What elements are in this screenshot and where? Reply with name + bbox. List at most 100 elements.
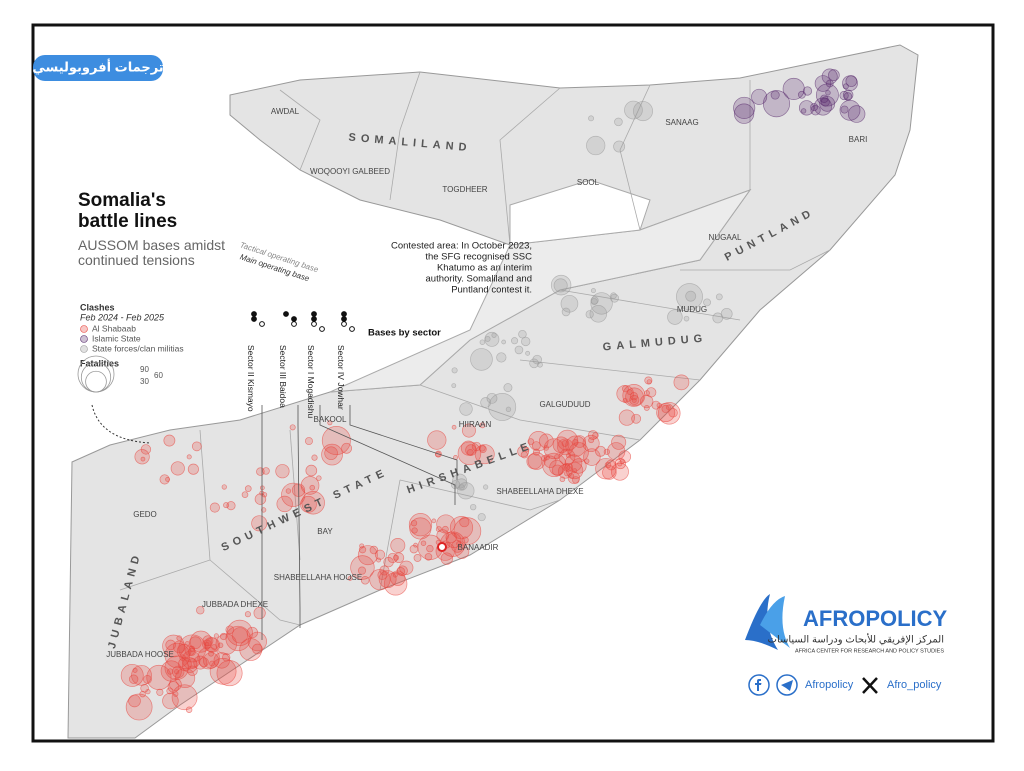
tag: ترجمات أفروبوليسي bbox=[32, 58, 163, 74]
region-label: HIIRAAN bbox=[459, 420, 492, 429]
clash-circle bbox=[188, 636, 202, 650]
clash-circle bbox=[427, 430, 447, 450]
base-dot bbox=[311, 321, 317, 327]
clash-circle bbox=[193, 655, 208, 670]
clash-circle bbox=[813, 97, 832, 116]
clash-circle bbox=[175, 667, 196, 689]
clash-circle bbox=[667, 309, 683, 325]
clash-circle bbox=[466, 448, 474, 456]
clash-circle bbox=[309, 484, 316, 491]
clash-circle bbox=[558, 448, 576, 466]
admin-borders bbox=[119, 71, 831, 626]
clash-circle bbox=[585, 310, 594, 319]
ethiopia-border-area bbox=[329, 188, 752, 393]
handle-facebook[interactable]: Afropolicy bbox=[805, 679, 854, 691]
title: Somalia's battle lines bbox=[78, 190, 178, 232]
tag-badge bbox=[33, 55, 163, 81]
logo: AFROPOLICY المركز الإفريقي للأبحاث ودراس… bbox=[745, 594, 948, 696]
region-label: SHABEELLAHA HOOSE bbox=[274, 573, 362, 582]
clash-circle bbox=[379, 565, 390, 576]
clash-circle bbox=[436, 529, 449, 542]
facebook-icon[interactable] bbox=[748, 674, 770, 696]
sector-label: Sector II Kismayo bbox=[246, 345, 256, 412]
clash-circle bbox=[251, 515, 268, 532]
x-icon[interactable] bbox=[862, 677, 878, 694]
clash-circle bbox=[125, 693, 153, 721]
clash-circle bbox=[457, 441, 482, 466]
handle-x[interactable]: Afro_policy bbox=[887, 679, 942, 691]
clash-circle bbox=[524, 446, 530, 453]
legend-swatch bbox=[80, 335, 88, 343]
clash-circle bbox=[595, 445, 606, 457]
base-dot bbox=[311, 311, 317, 317]
base-dot bbox=[259, 321, 265, 327]
region-label: JUBBADA DHEXE bbox=[202, 600, 268, 609]
clash-circle bbox=[197, 646, 220, 670]
clash-circle bbox=[486, 392, 498, 404]
clash-markers bbox=[120, 68, 866, 721]
clash-circle bbox=[525, 350, 531, 356]
clash-circle bbox=[847, 105, 866, 123]
clash-circle bbox=[479, 422, 486, 429]
clash-circle bbox=[129, 674, 139, 684]
clash-circle bbox=[276, 495, 293, 513]
clash-circle bbox=[501, 339, 507, 345]
base-dot bbox=[283, 311, 289, 317]
clash-circle bbox=[676, 283, 703, 311]
clash-circle bbox=[762, 90, 791, 118]
clash-circle bbox=[477, 513, 486, 522]
clash-circle bbox=[300, 476, 320, 495]
brand-en: AFRICA CENTER FOR RESEARCH AND POLICY ST… bbox=[795, 648, 944, 654]
region-label: SOOL bbox=[577, 178, 600, 187]
clash-circle bbox=[244, 611, 251, 618]
clash-circle bbox=[244, 485, 252, 492]
legend-label: Islamic State bbox=[92, 333, 141, 343]
clash-circle bbox=[451, 424, 457, 430]
clash-circle bbox=[215, 633, 237, 655]
clash-circle bbox=[503, 383, 513, 393]
clash-circle bbox=[484, 331, 500, 347]
clash-circle bbox=[174, 669, 180, 675]
clash-circle bbox=[357, 545, 378, 566]
clash-circle bbox=[770, 90, 780, 100]
clash-circle bbox=[567, 471, 580, 484]
size-label: 90 bbox=[140, 365, 149, 374]
clash-circle bbox=[170, 461, 185, 476]
clash-circle bbox=[602, 465, 617, 480]
clash-circle bbox=[819, 95, 836, 112]
legend-swatch bbox=[80, 325, 88, 333]
clash-circle bbox=[347, 575, 353, 581]
base-dot bbox=[291, 316, 297, 322]
clash-circle bbox=[733, 103, 755, 124]
region-label: BAY bbox=[317, 527, 333, 536]
base-dot bbox=[311, 316, 317, 322]
clash-circle bbox=[146, 664, 172, 691]
clash-circle bbox=[514, 345, 524, 355]
clash-circle bbox=[665, 404, 671, 410]
clash-circle bbox=[685, 290, 697, 302]
region-label: BANAADIR bbox=[458, 543, 499, 552]
clash-circle bbox=[820, 94, 829, 103]
clash-circle bbox=[610, 292, 617, 299]
clash-circle bbox=[518, 329, 527, 339]
clash-circle bbox=[305, 464, 318, 477]
clash-circle bbox=[619, 459, 625, 465]
annotation-line: Contested area: In October 2023, bbox=[391, 241, 532, 252]
legend-title: Clashes bbox=[80, 302, 115, 312]
base-dot bbox=[341, 311, 347, 317]
clash-circle bbox=[390, 537, 406, 553]
clash-circle bbox=[223, 502, 230, 509]
clash-circle bbox=[532, 354, 542, 365]
clash-circle bbox=[551, 464, 564, 476]
clash-circle bbox=[311, 454, 318, 461]
clash-circle bbox=[845, 75, 858, 87]
clash-circle bbox=[324, 446, 338, 460]
clash-circle bbox=[327, 420, 333, 426]
clash-circle bbox=[657, 401, 681, 425]
telegram-icon[interactable] bbox=[776, 674, 798, 696]
clash-circle bbox=[196, 606, 205, 615]
clash-circle bbox=[369, 545, 379, 555]
clash-circle bbox=[321, 443, 343, 466]
clash-circle bbox=[217, 642, 224, 649]
clash-circle bbox=[561, 307, 571, 317]
